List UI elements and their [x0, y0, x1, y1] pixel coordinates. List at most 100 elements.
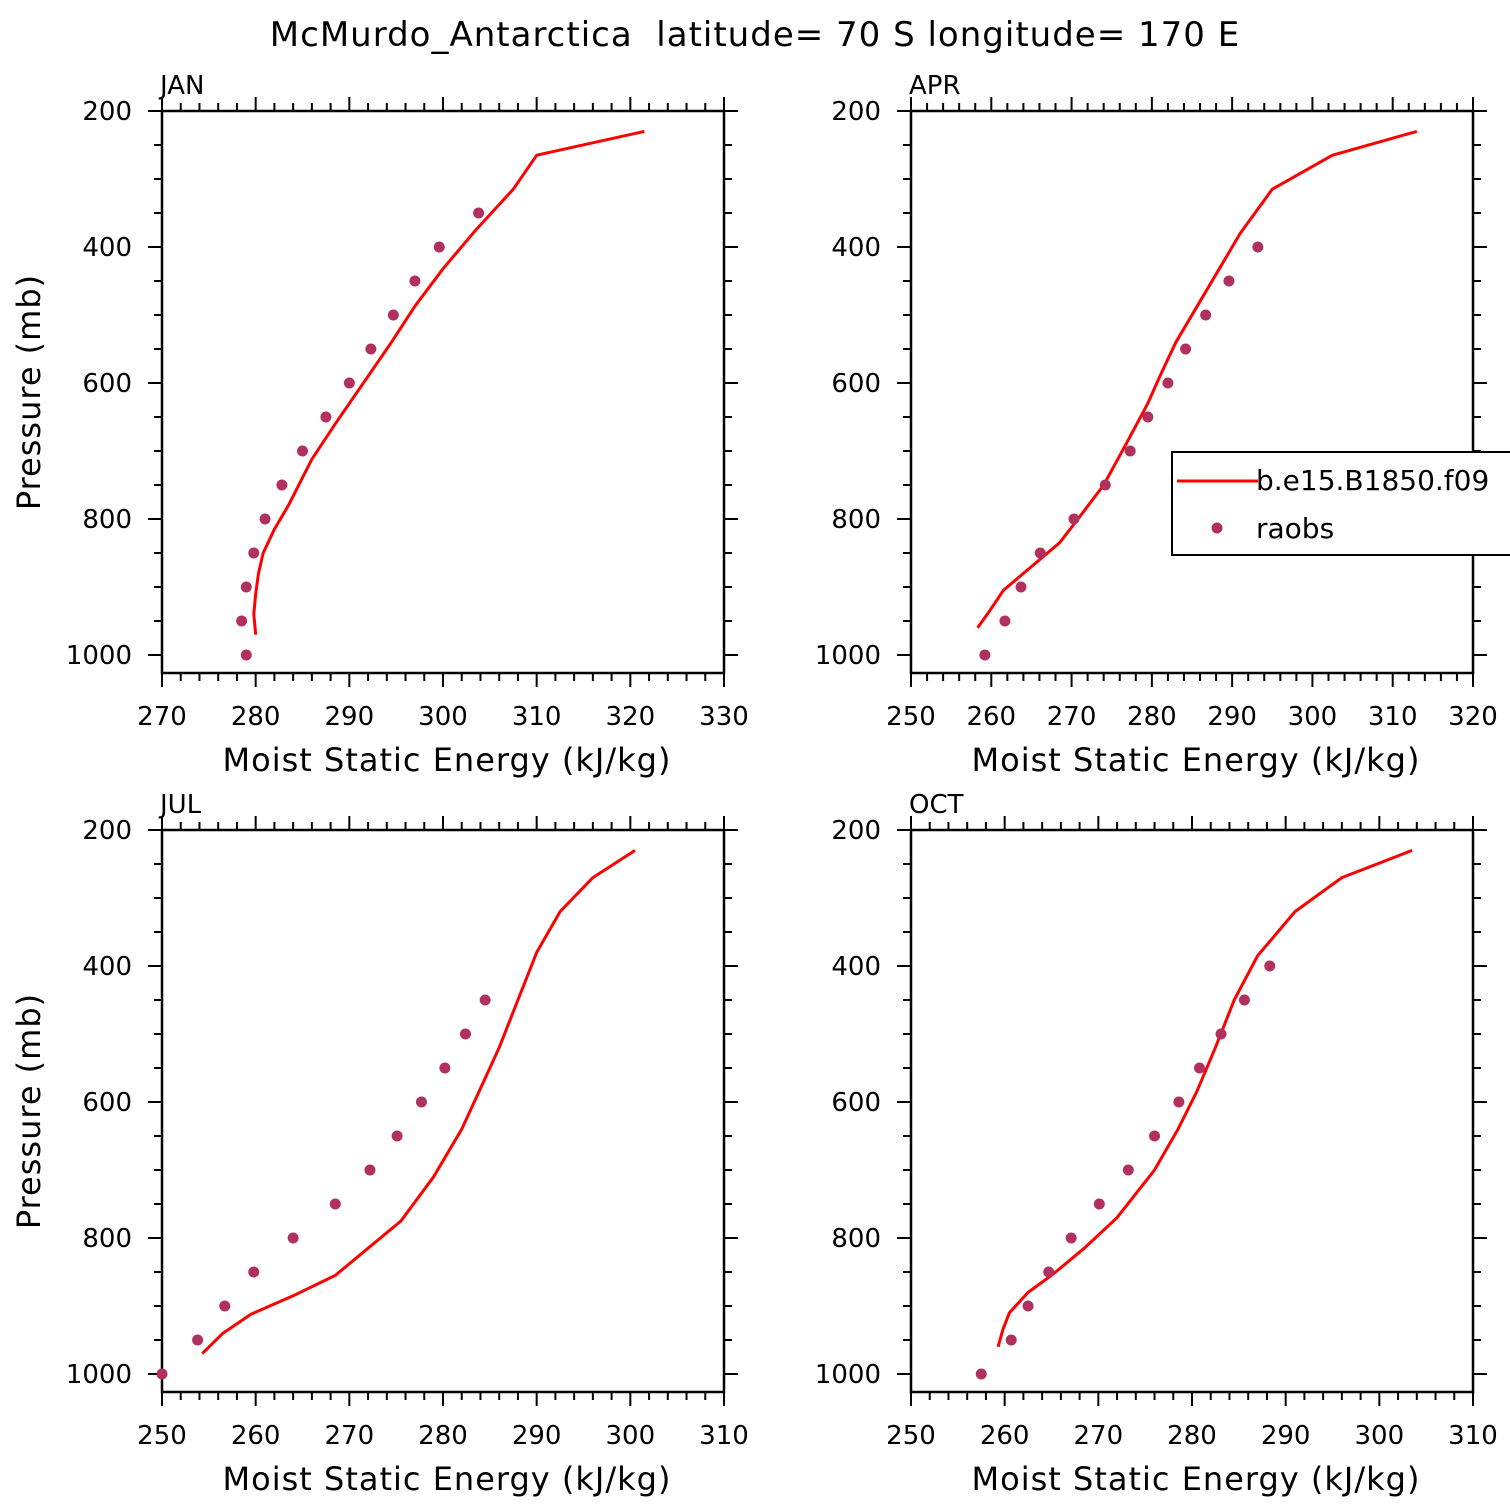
- x-tick-label: 270: [325, 1421, 375, 1451]
- panel-oct: OCT 250 260 270 280 290 300 310 200 400 600 800 1000…: [815, 790, 1498, 1498]
- x-tick-label: 290: [325, 702, 375, 732]
- x-tick-label: 280: [1127, 702, 1177, 732]
- raobs-marker: [409, 275, 421, 287]
- x-tick-label: 330: [699, 702, 749, 732]
- raobs-marker: [156, 1368, 168, 1380]
- raobs-marker: [1099, 479, 1111, 491]
- raobs-marker: [192, 1334, 204, 1346]
- x-tick-label: 310: [699, 1421, 749, 1451]
- y-tick-label: 400: [82, 952, 132, 982]
- y-tick-label: 200: [831, 97, 881, 127]
- x-tick-label: 310: [1368, 702, 1418, 732]
- raobs-marker: [459, 1028, 471, 1040]
- raobs-marker: [1093, 1198, 1105, 1210]
- x-tick-label: 260: [231, 1421, 281, 1451]
- raobs-marker: [439, 1062, 451, 1074]
- x-tick-label: 320: [1448, 702, 1498, 732]
- legend-marker-swatch: [1211, 522, 1223, 534]
- raobs-marker: [1065, 1232, 1077, 1244]
- raobs-marker: [1142, 411, 1154, 423]
- x-tick-label: 320: [606, 702, 656, 732]
- raobs-marker: [433, 241, 445, 253]
- x-tick-label: 300: [418, 702, 468, 732]
- y-tick-label: 600: [831, 369, 881, 399]
- raobs-marker: [391, 1130, 403, 1142]
- plot-frame: [909, 828, 1475, 1394]
- y-tick-label: 800: [831, 1224, 881, 1254]
- model-profile-line: [201, 849, 636, 1355]
- x-tick-label: 290: [512, 1421, 562, 1451]
- model-profile-line: [252, 129, 645, 635]
- x-tick-label: 250: [137, 1421, 187, 1451]
- x-tick-label: 250: [886, 702, 936, 732]
- panel-jul: JUL 250 260 270 280 290 300 310 200 400 600 800 1000…: [10, 790, 749, 1498]
- x-tick-label: 280: [231, 702, 281, 732]
- raobs-marker: [975, 1368, 987, 1380]
- plot-frame: [909, 109, 1475, 675]
- model-profile-line: [976, 129, 1418, 629]
- x-axis-label: Moist Static Energy (kJ/kg): [223, 1460, 672, 1498]
- figure-title: McMurdo_Antarctica latitude= 70 S longit…: [270, 15, 1240, 55]
- raobs-marker: [479, 994, 491, 1006]
- raobs-marker: [329, 1198, 341, 1210]
- x-tick-label: 300: [1288, 702, 1338, 732]
- legend: b.e15.B1850.f09 raobs: [1171, 451, 1510, 556]
- raobs-marker: [1264, 960, 1276, 972]
- y-tick-label: 800: [82, 1224, 132, 1254]
- y-tick-label: 800: [82, 505, 132, 535]
- raobs-marker: [1122, 1164, 1134, 1176]
- x-tick-label: 280: [418, 1421, 468, 1451]
- y-tick-label: 1000: [815, 1360, 881, 1390]
- y-tick-label: 600: [82, 1088, 132, 1118]
- raobs-marker: [259, 513, 271, 525]
- raobs-marker: [1215, 1028, 1227, 1040]
- raobs-marker: [1193, 1062, 1205, 1074]
- panel-label-apr: APR: [909, 71, 961, 101]
- y-tick-label: 200: [831, 816, 881, 846]
- raobs-marker: [248, 1266, 260, 1278]
- raobs-marker: [297, 445, 308, 457]
- raobs-marker: [1034, 547, 1046, 559]
- x-axis-label: Moist Static Energy (kJ/kg): [972, 741, 1421, 779]
- raobs-marker: [1022, 1300, 1034, 1312]
- raobs-marker: [1223, 275, 1235, 287]
- model-profile-line: [996, 849, 1413, 1348]
- raobs-marker: [364, 1164, 376, 1176]
- x-axis-label: Moist Static Energy (kJ/kg): [972, 1460, 1421, 1498]
- y-tick-label: 400: [831, 952, 881, 982]
- raobs-marker: [320, 411, 332, 423]
- raobs-marker: [343, 377, 355, 389]
- panel-apr: APR 250 260 270 280 290 300 310 320 200 400 600 800 1…: [815, 71, 1498, 779]
- x-tick-label: 310: [1448, 1421, 1498, 1451]
- raobs-marker: [979, 649, 991, 661]
- legend-label-raobs: raobs: [1256, 512, 1334, 545]
- x-tick-label: 260: [966, 702, 1016, 732]
- x-tick-label: 260: [980, 1421, 1030, 1451]
- y-tick-label: 600: [82, 369, 132, 399]
- raobs-marker: [387, 309, 399, 321]
- raobs-marker: [1015, 581, 1027, 593]
- y-axis-label: Pressure (mb): [10, 274, 48, 510]
- raobs-marker: [999, 615, 1011, 627]
- raobs-marker: [287, 1232, 299, 1244]
- x-tick-label: 310: [512, 702, 562, 732]
- raobs-marker: [236, 615, 248, 627]
- x-axis-label: Moist Static Energy (kJ/kg): [223, 741, 672, 779]
- raobs-marker: [415, 1096, 427, 1108]
- raobs-marker: [219, 1300, 231, 1312]
- y-tick-label: 200: [82, 97, 132, 127]
- x-tick-label: 290: [1207, 702, 1257, 732]
- x-tick-label: 300: [1355, 1421, 1405, 1451]
- y-tick-label: 200: [82, 816, 132, 846]
- panel-jan: JAN 270 280 290 300 310 320 330 200 400 600 800 1000…: [10, 71, 749, 779]
- legend-label-model: b.e15.B1850.f09: [1256, 464, 1489, 497]
- x-tick-label: 270: [1047, 702, 1097, 732]
- raobs-marker: [1173, 1096, 1185, 1108]
- y-tick-label: 1000: [815, 641, 881, 671]
- x-tick-label: 270: [137, 702, 187, 732]
- raobs-marker: [365, 343, 377, 355]
- raobs-marker: [1180, 343, 1192, 355]
- y-tick-label: 400: [82, 233, 132, 263]
- y-axis-label: Pressure (mb): [10, 993, 48, 1229]
- raobs-marker: [1005, 1334, 1017, 1346]
